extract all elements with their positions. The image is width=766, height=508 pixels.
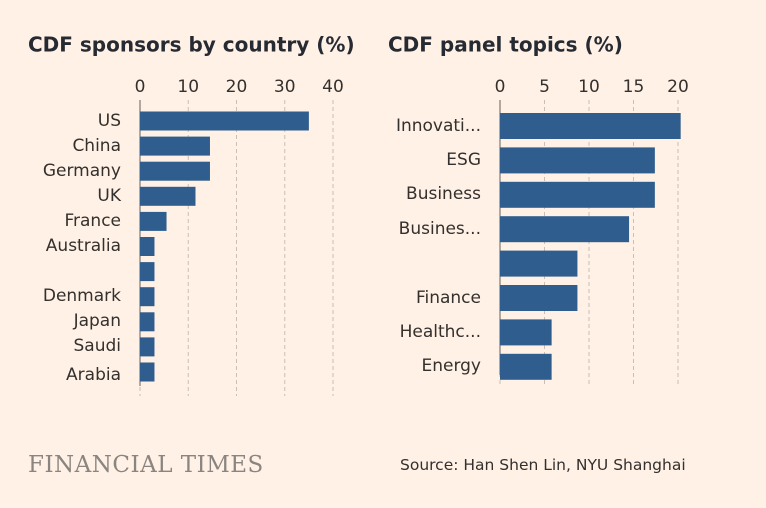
y-tick-label: Japan	[73, 311, 121, 332]
y-tick-label: Energy	[421, 356, 481, 377]
x-tick-label: 5	[539, 77, 550, 97]
y-tick-label: ESG	[446, 149, 481, 170]
bar	[140, 287, 155, 307]
ft-logo: FINANCIAL TIMES	[28, 452, 264, 478]
x-tick-label: 40	[322, 77, 344, 97]
x-tick-label: 15	[623, 77, 645, 97]
bar	[140, 362, 155, 382]
x-tick-label: 0	[495, 77, 506, 97]
bar	[500, 285, 578, 311]
y-tick-label: US	[97, 110, 121, 131]
bar	[500, 319, 552, 346]
y-tick-label: China	[72, 135, 121, 156]
bar	[500, 147, 655, 174]
y-tick-label: Innovati...	[395, 115, 481, 136]
bar	[500, 353, 552, 380]
y-tick-label: Finance	[415, 287, 481, 308]
bar	[500, 250, 578, 277]
bar	[140, 237, 155, 256]
x-tick-label: 20	[667, 77, 689, 97]
x-tick-label: 30	[274, 77, 296, 97]
y-tick-label: Business	[406, 184, 481, 205]
bar	[500, 216, 630, 243]
x-tick-label: 10	[177, 77, 199, 97]
bar	[140, 136, 210, 156]
bar	[140, 262, 155, 282]
bar	[140, 186, 196, 206]
y-tick-label: UK	[97, 185, 121, 206]
x-tick-label: 0	[135, 77, 146, 97]
bar	[140, 161, 210, 181]
y-tick-label: Australia	[45, 236, 121, 256]
y-tick-label: Saudi Arabia	[66, 336, 121, 386]
x-tick-label: 10	[578, 77, 600, 97]
y-tick-label: Healthc...	[399, 321, 481, 342]
chart-title: CDF sponsors by country (%)	[28, 33, 355, 57]
chart-title: CDF panel topics (%)	[388, 33, 623, 57]
source-note: Source: Han Shen Lin, NYU Shanghai	[400, 456, 686, 474]
bar	[140, 111, 309, 131]
bar	[500, 181, 655, 208]
y-tick-label: France	[64, 210, 121, 231]
bar	[500, 113, 681, 139]
bar	[140, 312, 155, 332]
x-tick-label: 20	[226, 77, 248, 97]
bar	[140, 211, 167, 231]
bar	[140, 337, 155, 357]
y-tick-label: Germany	[42, 160, 121, 181]
y-tick-label: Denmark	[42, 286, 121, 307]
y-tick-label: Busines...	[398, 218, 481, 239]
